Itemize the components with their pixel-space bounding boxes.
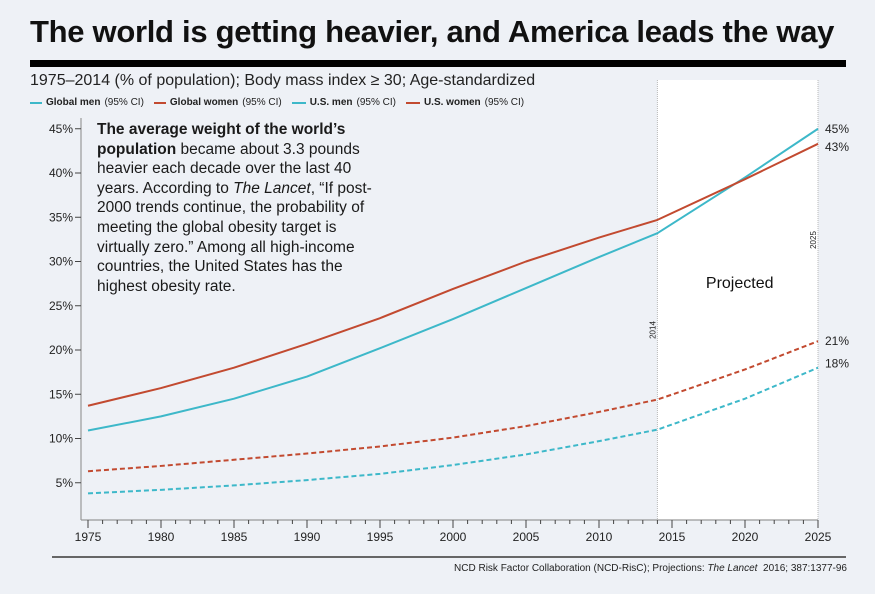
y-tick-label: 45%	[49, 122, 73, 136]
legend-swatch	[153, 101, 166, 104]
y-tick-label: 10%	[49, 432, 73, 446]
source-note: NCD Risk Factor Collaboration (NCD-RisC)…	[454, 563, 847, 574]
source-suffix: 2016; 387:1377-96	[757, 563, 847, 574]
legend-label: U.S. men	[309, 97, 353, 108]
series-line-global-men	[87, 366, 819, 495]
chart-subtitle: 1975–2014 (% of population); Body mass i…	[30, 72, 536, 89]
legend-suffix: (95% CI)	[484, 97, 525, 108]
projection-label: Projected	[706, 275, 774, 292]
y-tick-label: 30%	[49, 255, 73, 269]
annotation-body-1: became about 3.3 pounds heavier each dec…	[97, 140, 360, 197]
series-line-u-s-women	[87, 142, 819, 407]
series-end-label: 43%	[825, 140, 849, 154]
x-tick-label: 2000	[440, 530, 467, 544]
annotation-body-2: , “If post-2000 trends continue, the pro…	[97, 179, 372, 295]
legend-swatch	[405, 101, 420, 104]
x-tick-label: 1990	[294, 530, 321, 544]
y-tick-label: 15%	[49, 387, 73, 401]
series-line-global-women	[87, 340, 819, 473]
projection-end-label: 2025	[809, 231, 818, 249]
x-tick-label: 2015	[659, 530, 686, 544]
legend-suffix: (95% CI)	[104, 97, 144, 108]
series-end-label: 45%	[825, 122, 849, 136]
title-rule	[30, 60, 846, 67]
legend-suffix: (95% CI)	[356, 97, 396, 108]
y-tick-label: 35%	[49, 210, 73, 224]
x-tick-label: 2005	[513, 530, 540, 544]
x-tick-label: 1980	[148, 530, 175, 544]
chart-title: The world is getting heavier, and Americ…	[30, 14, 835, 49]
annotation-text: The average weight of the world’s popula…	[97, 120, 387, 296]
y-tick-label: 25%	[49, 299, 73, 313]
x-tick-label: 1975	[75, 530, 102, 544]
legend-swatch	[30, 101, 42, 104]
legend-item-global-men: Global men (95% CI)	[30, 97, 144, 108]
legend: Global men (95% CI) Global women (95% CI…	[30, 97, 524, 108]
legend-label: Global men	[46, 97, 101, 108]
x-tick-label: 2010	[586, 530, 613, 544]
projection-start-label: 2014	[648, 321, 657, 339]
y-tick-label: 5%	[56, 476, 74, 490]
legend-label: U.S. women	[423, 97, 481, 108]
footer-rule	[52, 556, 846, 558]
projection-region	[657, 80, 818, 520]
legend-swatch	[291, 101, 306, 104]
x-tick-label: 2020	[732, 530, 759, 544]
legend-item-global-women: Global women (95% CI)	[153, 97, 282, 108]
x-tick-label: 1995	[367, 530, 394, 544]
x-tick-label: 1985	[221, 530, 248, 544]
y-tick-label: 40%	[49, 166, 73, 180]
series-end-label: 21%	[825, 334, 849, 348]
legend-item-us-women: U.S. women (95% CI)	[405, 97, 525, 108]
source-prefix: NCD Risk Factor Collaboration (NCD-RisC)…	[454, 563, 708, 574]
annotation-bold: The average weight of the world’s popula…	[97, 121, 346, 158]
annotation-italic: The Lancet	[233, 179, 311, 197]
legend-item-us-men: U.S. men (95% CI)	[291, 97, 396, 108]
legend-label: Global women	[169, 97, 239, 108]
source-italic: The Lancet	[707, 563, 758, 574]
x-tick-label: 2025	[805, 530, 832, 544]
y-tick-label: 20%	[49, 343, 73, 357]
series-end-label: 18%	[825, 357, 849, 371]
series-line-u-s-men	[87, 127, 819, 432]
legend-suffix: (95% CI)	[242, 97, 282, 108]
